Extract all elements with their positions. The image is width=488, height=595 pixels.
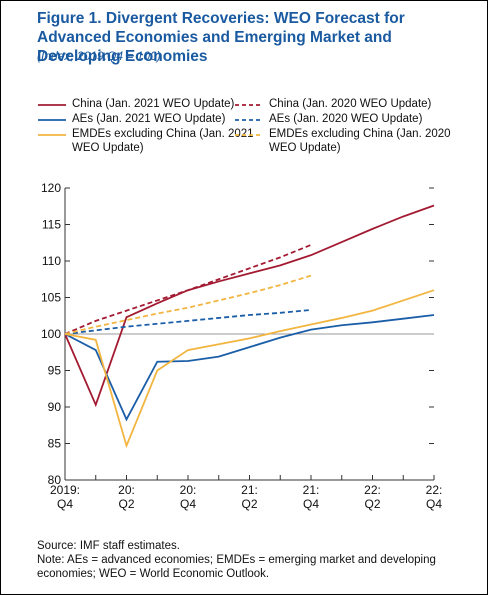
y-tick-label: 90 <box>48 400 62 414</box>
legend-label: AEs (Jan. 2021 WEO Update) <box>72 113 226 125</box>
x-tick-label: 21: Q4 <box>303 483 320 511</box>
legend-item: China (Jan. 2020 WEO Update) <box>235 97 454 111</box>
legend-label: AEs (Jan. 2020 WEO Update) <box>269 113 423 125</box>
legend-label: EMDEs excluding China (Jan. 2021 WEO Upd… <box>72 128 254 154</box>
x-tick-label: 22: Q2 <box>364 483 381 511</box>
series-line <box>64 204 435 408</box>
x-tick-label-line: Q4 <box>57 497 73 511</box>
x-tick-label-line: Q2 <box>241 497 257 511</box>
x-tick-label: 22: Q4 <box>426 483 443 511</box>
x-tick-label-line: Q2 <box>364 497 380 511</box>
x-tick-label-line: 21: <box>241 483 258 497</box>
series-line <box>64 289 435 449</box>
x-tick-label: 20: Q2 <box>118 483 135 511</box>
x-tick-label-line: 20: <box>180 483 197 497</box>
x-tick-label-line: 20: <box>118 483 135 497</box>
y-tick-label: 105 <box>41 291 61 305</box>
x-tick-label-line: Q2 <box>118 497 134 511</box>
y-tick-label: 115 <box>42 218 61 232</box>
legend-swatch <box>235 119 263 121</box>
x-tick-label-line: 22: <box>364 483 381 497</box>
x-tick-label-line: Q4 <box>303 497 319 511</box>
y-tick-label: 95 <box>48 364 62 378</box>
x-tick-label-line: 21: <box>303 483 320 497</box>
legend-swatch <box>235 134 263 136</box>
legend-item: AEs (Jan. 2020 WEO Update) <box>235 112 454 126</box>
legend-swatch <box>38 134 66 136</box>
x-tick-label-line: Q4 <box>180 497 196 511</box>
note: Note: AEs = advanced economies; EMDEs = … <box>37 554 436 580</box>
legend-item: EMDEs excluding China (Jan. 2020 WEO Upd… <box>235 127 454 155</box>
x-tick-label: 21: Q2 <box>241 483 258 511</box>
x-tick-label: 20: Q4 <box>180 483 197 511</box>
series-line <box>64 274 312 335</box>
y-tick-label: 120 <box>41 181 61 195</box>
legend-label: China (Jan. 2020 WEO Update) <box>269 98 432 110</box>
x-tick-label: 2019: Q4 <box>50 483 80 511</box>
legend-item: EMDEs excluding China (Jan. 2021 WEO Upd… <box>38 127 257 155</box>
legend-item: AEs (Jan. 2021 WEO Update) <box>38 112 257 126</box>
legend-swatch <box>235 104 263 106</box>
y-tick-label: 100 <box>41 327 61 341</box>
chart-title: Figure 1. Divergent Recoveries: WEO Fore… <box>37 10 405 65</box>
legend-swatch <box>38 104 66 106</box>
legend-label: China (Jan. 2021 WEO Update) <box>72 98 235 110</box>
y-tick-label: 80 <box>48 473 62 487</box>
x-tick-label-line: 22: <box>426 483 443 497</box>
y-tick-label: 110 <box>42 254 61 268</box>
chart-subtitle: (Index, 2019:Q4 = 100) <box>37 49 161 63</box>
legend-item: China (Jan. 2021 WEO Update) <box>38 97 257 111</box>
source: Source: IMF staff estimates. <box>37 540 180 552</box>
y-tick-label: 85 <box>48 437 62 451</box>
legend-swatch <box>38 119 66 121</box>
x-tick-label-line: 2019: <box>50 483 80 497</box>
legend-label: EMDEs excluding China (Jan. 2020 WEO Upd… <box>269 128 451 154</box>
x-tick-label-line: Q4 <box>426 497 442 511</box>
series-line <box>64 244 312 335</box>
series-line <box>64 309 312 335</box>
series-line <box>64 314 435 422</box>
